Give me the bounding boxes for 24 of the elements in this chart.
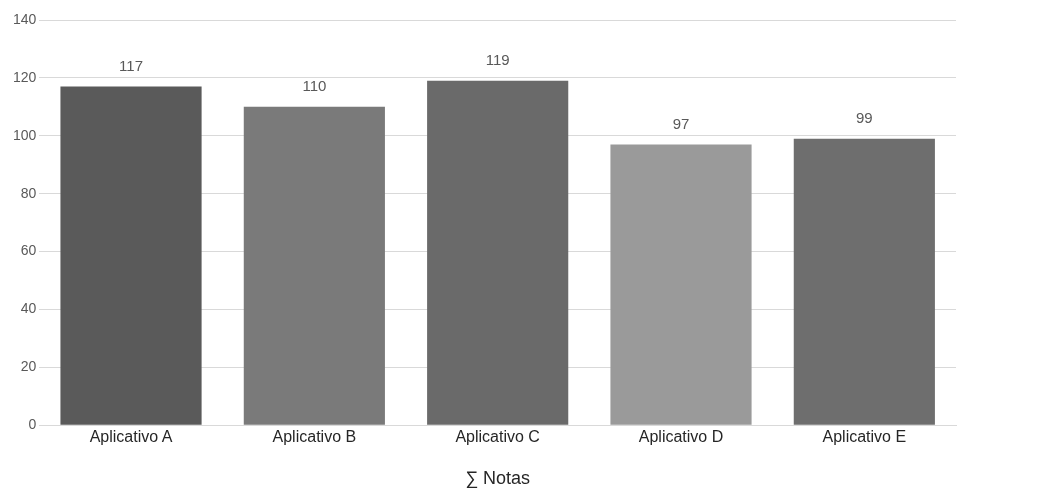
bar xyxy=(427,80,569,425)
bar xyxy=(610,144,752,425)
data-label: 97 xyxy=(672,115,690,133)
bar xyxy=(243,106,385,425)
x-tick-label: Aplicativo D xyxy=(638,428,724,446)
bar xyxy=(60,86,202,425)
x-tick-label: Aplicativo A xyxy=(89,428,173,446)
x-tick-label: Aplicativo B xyxy=(272,428,357,446)
y-tick-label: 0 xyxy=(28,416,37,433)
x-axis-title: ∑ Notas xyxy=(465,468,531,489)
y-tick-label: 20 xyxy=(20,358,37,375)
data-label: 119 xyxy=(485,51,510,69)
data-label: 117 xyxy=(119,57,143,75)
y-tick-label: 120 xyxy=(13,68,37,85)
y-tick-label: 80 xyxy=(20,184,37,201)
y-tick-label: 40 xyxy=(20,300,37,317)
data-label: 110 xyxy=(302,77,327,95)
data-label: 99 xyxy=(855,109,873,127)
bar xyxy=(793,138,935,425)
x-tick-label: Aplicativo C xyxy=(455,428,540,446)
x-tick-label: Aplicativo E xyxy=(822,428,907,446)
y-tick-label: 60 xyxy=(20,242,37,259)
y-tick-label: 140 xyxy=(13,10,37,27)
y-tick-label: 100 xyxy=(13,126,37,143)
